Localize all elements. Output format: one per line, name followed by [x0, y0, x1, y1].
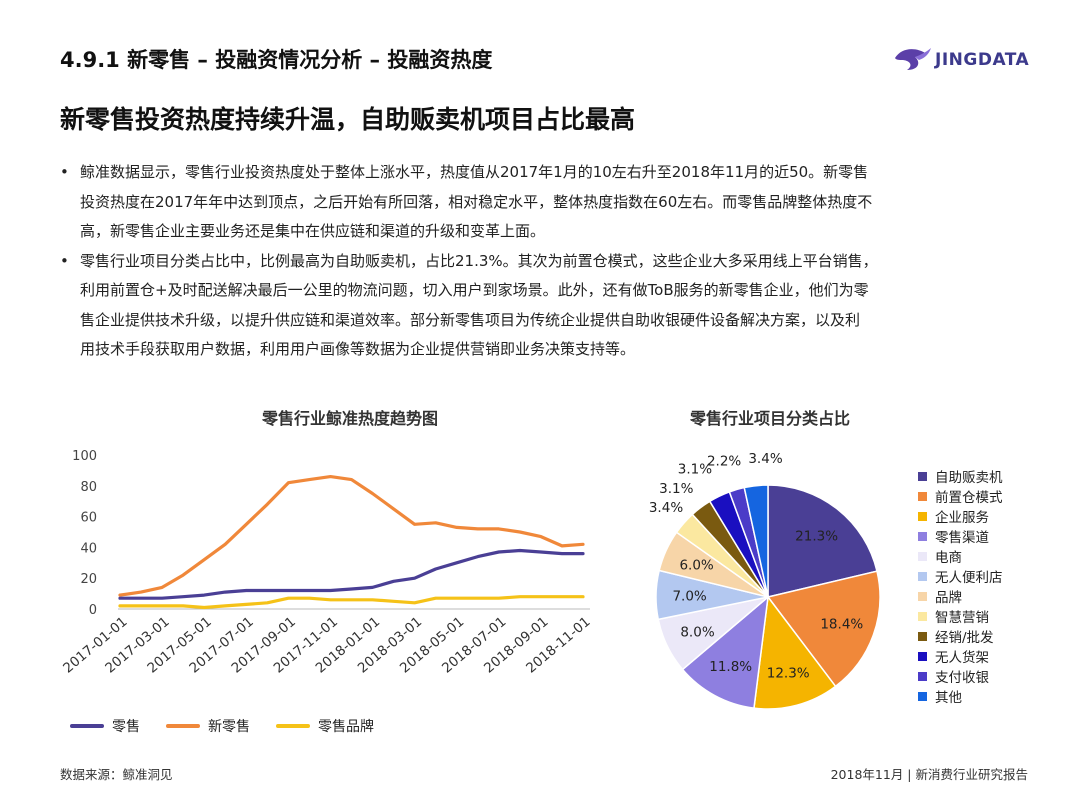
- legend-label: 支付收银: [935, 670, 989, 686]
- line-chart: 0204060801002017-01-012017-03-012017-05-…: [60, 449, 593, 677]
- legend-item: 无人货架: [918, 646, 1003, 666]
- bullet-marker: •: [60, 163, 69, 181]
- legend-item: 电商: [918, 546, 1003, 566]
- jingdata-logo: JINGDATA: [893, 44, 1033, 76]
- series-line-2: [118, 595, 585, 610]
- legend-swatch: [918, 511, 927, 521]
- report-info: 2018年11月 | 新消费行业研究报告: [830, 767, 1028, 782]
- pie-data-label: 12.3%: [767, 666, 810, 682]
- legend-swatch: [918, 691, 927, 701]
- bullet-item: • 鲸准数据显示，零售行业投资热度处于整体上涨水平，热度值从2017年1月的10…: [60, 158, 1035, 247]
- bullet-line: 售企业提供技术升级，以提升供应链和渠道效率。部分新零售项目为传统企业提供自助收银…: [80, 310, 861, 329]
- y-tick-label: 100: [72, 449, 97, 464]
- legend-item-retail-brand: 零售品牌: [276, 716, 374, 736]
- pie-chart-legend: 自助贩卖机 前置仓模式 企业服务 零售渠道 电商 无人便利店 品牌 智慧营销 经…: [918, 466, 1003, 706]
- legend-swatch: [918, 531, 927, 541]
- legend-swatch: [918, 471, 927, 481]
- legend-label: 无人便利店: [935, 570, 1003, 586]
- legend-swatch: [918, 611, 927, 621]
- bullet-list: • 鲸准数据显示，零售行业投资热度处于整体上涨水平，热度值从2017年1月的10…: [60, 158, 1035, 365]
- legend-swatch: [166, 724, 200, 728]
- pie-slice: [766, 570, 881, 688]
- legend-label: 自助贩卖机: [935, 470, 1003, 486]
- pie-data-label: 3.4%: [649, 500, 683, 516]
- y-tick-label: 40: [80, 541, 97, 556]
- pie-data-label: 11.8%: [709, 659, 752, 675]
- legend-swatch: [918, 551, 927, 561]
- line-chart-legend: 零售 新零售 零售品牌: [70, 716, 400, 736]
- pie-data-label: 21.3%: [795, 529, 838, 545]
- legend-item: 前置仓模式: [918, 486, 1003, 506]
- bullet-line: 利用前置仓+及时配送解决最后一公里的物流问题，切入用户到家场景。此外，还有做To…: [80, 281, 869, 299]
- y-tick-label: 60: [80, 511, 97, 526]
- series-line-0: [118, 548, 585, 600]
- legend-item: 其他: [918, 686, 1003, 706]
- data-source: 数据来源：鲸准洞见: [60, 767, 173, 782]
- y-tick-label: 0: [89, 603, 97, 618]
- legend-swatch: [70, 724, 104, 728]
- legend-item: 无人便利店: [918, 566, 1003, 586]
- legend-label: 零售品牌: [318, 719, 374, 735]
- bullet-line: 鲸准数据显示，零售行业投资热度处于整体上涨水平，热度值从2017年1月的10左右…: [80, 163, 869, 181]
- legend-label: 智慧营销: [935, 610, 989, 626]
- pie-slice: [681, 595, 769, 709]
- legend-item-retail: 零售: [70, 716, 140, 736]
- legend-label: 新零售: [208, 719, 250, 735]
- legend-label: 电商: [935, 550, 962, 566]
- line-chart-title: 零售行业鲸准热度趋势图: [261, 409, 438, 428]
- legend-label: 零售: [112, 719, 140, 735]
- legend-label: 无人货架: [935, 650, 989, 666]
- series-line-1: [118, 475, 585, 597]
- bullet-line: 零售行业项目分类占比中，比例最高为自助贩卖机，占比21.3%。其次为前置仓模式，…: [80, 251, 878, 270]
- bullet-line: 用技术手段获取用户数据，利用用户画像等数据为企业提供营销即业务决策支持等。: [80, 340, 636, 358]
- pie-data-label: 3.1%: [659, 481, 693, 497]
- legend-label: 其他: [935, 690, 962, 706]
- pie-data-label: 7.0%: [672, 589, 706, 605]
- logo-text: JINGDATA: [935, 50, 1030, 70]
- bullet-marker: •: [60, 251, 69, 270]
- legend-label: 品牌: [935, 590, 962, 606]
- bullet-item: • 零售行业项目分类占比中，比例最高为自助贩卖机，占比21.3%。其次为前置仓模…: [60, 247, 1035, 365]
- legend-item: 自助贩卖机: [918, 466, 1003, 486]
- section-title: 4.9.1 新零售 – 投融资情况分析 – 投融资热度: [60, 48, 493, 72]
- legend-swatch: [918, 591, 927, 601]
- bullet-line: 高，新零售企业主要业务还是集中在供应链和渠道的升级和变革上面。: [80, 222, 546, 240]
- legend-label: 前置仓模式: [935, 490, 1003, 506]
- legend-swatch: [918, 571, 927, 581]
- legend-swatch: [918, 671, 927, 681]
- whale-icon: [895, 48, 931, 70]
- legend-swatch: [918, 651, 927, 661]
- legend-item: 经销/批发: [918, 626, 1003, 646]
- pie-data-label: 8.0%: [680, 624, 714, 640]
- headline: 新零售投资热度持续升温，自助贩卖机项目占比最高: [60, 105, 636, 134]
- pie-chart: 21.3% 18.4% 12.3% 11.8% 8.0% 7.0% 6.0% 3.4% 3.1%…: [649, 451, 881, 710]
- pie-slice: [753, 595, 837, 710]
- pie-chart-title: 零售行业项目分类占比: [689, 409, 850, 428]
- pie-slice: [743, 484, 769, 598]
- legend-item: 企业服务: [918, 506, 1003, 526]
- pie-slice: [767, 484, 878, 598]
- legend-label: 零售渠道: [935, 530, 989, 546]
- legend-item: 零售渠道: [918, 526, 1003, 546]
- legend-item-new-retail: 新零售: [166, 716, 250, 736]
- legend-swatch: [276, 724, 310, 728]
- legend-swatch: [918, 631, 927, 641]
- y-tick-label: 20: [80, 572, 97, 587]
- pie-data-label: 6.0%: [679, 558, 713, 574]
- legend-item: 支付收银: [918, 666, 1003, 686]
- pie-data-label: 3.1%: [678, 462, 712, 478]
- y-tick-label: 80: [80, 480, 97, 495]
- pie-data-label: 18.4%: [820, 617, 863, 633]
- legend-item: 品牌: [918, 586, 1003, 606]
- legend-label: 企业服务: [935, 510, 989, 526]
- pie-data-label: 3.4%: [748, 451, 782, 467]
- legend-swatch: [918, 491, 927, 501]
- legend-label: 经销/批发: [935, 630, 994, 646]
- legend-item: 智慧营销: [918, 606, 1003, 626]
- bullet-line: 投资热度在2017年年中达到顶点，之后开始有所回落，相对稳定水平，整体热度指数在…: [80, 192, 873, 211]
- pie-data-label: 2.2%: [707, 453, 741, 469]
